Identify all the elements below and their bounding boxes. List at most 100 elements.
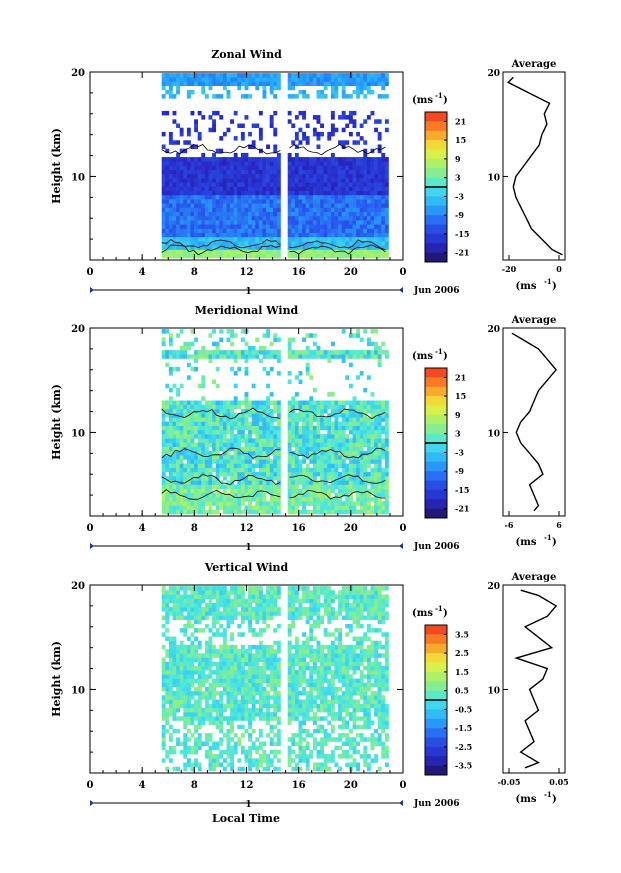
heatmap-cell: [168, 182, 173, 187]
heatmap-cell: [244, 467, 249, 473]
heatmap-cell: [352, 194, 357, 200]
heatmap-cell: [161, 703, 166, 709]
heatmap-cell: [179, 77, 184, 82]
heatmap-cell: [183, 450, 188, 456]
heatmap-cell: [381, 199, 386, 204]
heatmap-cell: [298, 450, 303, 456]
heatmap-cell: [316, 446, 321, 452]
heatmap-cell: [190, 695, 195, 700]
heatmap-cell: [226, 173, 231, 179]
heatmap-cell: [251, 467, 256, 473]
heatmap-cell: [201, 417, 206, 422]
heatmap-cell: [208, 703, 213, 709]
heatmap-cell: [341, 501, 346, 506]
heatmap-cell: [269, 350, 274, 355]
heatmap-cell: [194, 417, 198, 422]
heatmap-cell: [366, 199, 371, 204]
heatmap-cell: [233, 400, 238, 405]
heatmap-cell: [302, 73, 306, 78]
heatmap-cell: [327, 438, 332, 443]
heatmap-cell: [248, 745, 252, 751]
heatmap-cell: [276, 194, 281, 200]
heatmap-cell: [165, 686, 170, 692]
heatmap-cell: [215, 501, 220, 506]
heatmap-cell: [294, 169, 299, 175]
heatmap-cell: [262, 476, 267, 481]
heatmap-cell: [208, 77, 213, 82]
heatmap-cell: [240, 699, 245, 704]
heatmap-cell: [262, 653, 267, 658]
heatmap-cell: [359, 501, 364, 506]
heatmap-cell: [219, 429, 224, 435]
heatmap-cell: [338, 425, 342, 431]
heatmap-cell: [240, 724, 245, 730]
heatmap-cell: [212, 173, 216, 179]
heatmap-cell: [204, 413, 209, 418]
heatmap-cell: [309, 241, 314, 246]
heatmap-cell: [258, 598, 263, 604]
heatmap-cell: [258, 653, 263, 658]
heatmap-cell: [294, 459, 299, 464]
heatmap-cell: [179, 598, 184, 604]
heatmap-cell: [262, 413, 267, 418]
heatmap-cell: [255, 157, 260, 162]
colorbar-segment: [425, 368, 447, 378]
heatmap-cell: [240, 467, 245, 473]
heatmap-cell: [345, 232, 350, 238]
heatmap-cell: [273, 476, 278, 481]
heatmap-cell: [201, 492, 206, 498]
heatmap-cell: [219, 224, 224, 229]
heatmap-cell: [212, 602, 216, 608]
heatmap-cell: [363, 249, 368, 254]
heatmap-cell: [374, 425, 378, 431]
heatmap-cell: [366, 81, 371, 86]
heatmap-cell: [212, 720, 216, 725]
heatmap-cell: [183, 766, 188, 772]
heatmap-cell: [258, 249, 263, 254]
heatmap-cell: [165, 607, 170, 612]
heatmap-cell: [240, 190, 245, 196]
heatmap-cell: [183, 476, 188, 481]
heatmap-cell: [179, 173, 184, 179]
heatmap-cell: [194, 607, 198, 612]
average-unit-sup: -1: [544, 533, 552, 542]
heatmap-cell: [266, 484, 270, 489]
heatmap-cell: [363, 85, 368, 91]
heatmap-cell: [222, 161, 227, 166]
heatmap-cell: [370, 350, 375, 355]
heatmap-cell: [312, 173, 317, 179]
heatmap-cell: [201, 661, 206, 667]
heatmap-cell: [291, 190, 296, 196]
heatmap-cell: [356, 471, 360, 477]
heatmap-cell: [381, 161, 386, 166]
heatmap-cell: [381, 341, 386, 347]
heatmap-cell: [212, 190, 216, 196]
heatmap-cell: [197, 682, 202, 688]
heatmap-cell: [186, 607, 191, 612]
heatmap-cell: [302, 350, 306, 355]
heatmap-cell: [222, 241, 227, 246]
heatmap-cell: [374, 215, 378, 221]
heatmap-cell: [183, 682, 188, 688]
average-title: Average: [511, 59, 557, 70]
heatmap-cell: [334, 484, 339, 489]
heatmap-cell: [237, 471, 242, 477]
heatmap-cell: [244, 215, 249, 221]
heatmap-cell: [248, 716, 252, 721]
heatmap-cell: [359, 194, 364, 200]
heatmap-cell: [323, 173, 328, 179]
heatmap-cell: [384, 207, 389, 212]
heatmap-cell: [219, 682, 224, 688]
heatmap-cell: [165, 236, 170, 242]
heatmap-cell: [266, 329, 270, 334]
heatmap-cell: [305, 207, 310, 212]
heatmap-cell: [237, 228, 242, 233]
heatmap-cell: [258, 602, 263, 608]
heatmap-cell: [244, 598, 249, 604]
heatmap-cell: [341, 358, 346, 363]
heatmap-cell: [172, 94, 177, 99]
heatmap-cell: [345, 178, 350, 183]
heatmap-cell: [186, 699, 191, 704]
heatmap-cell: [374, 345, 378, 351]
heatmap-cell: [226, 249, 231, 254]
